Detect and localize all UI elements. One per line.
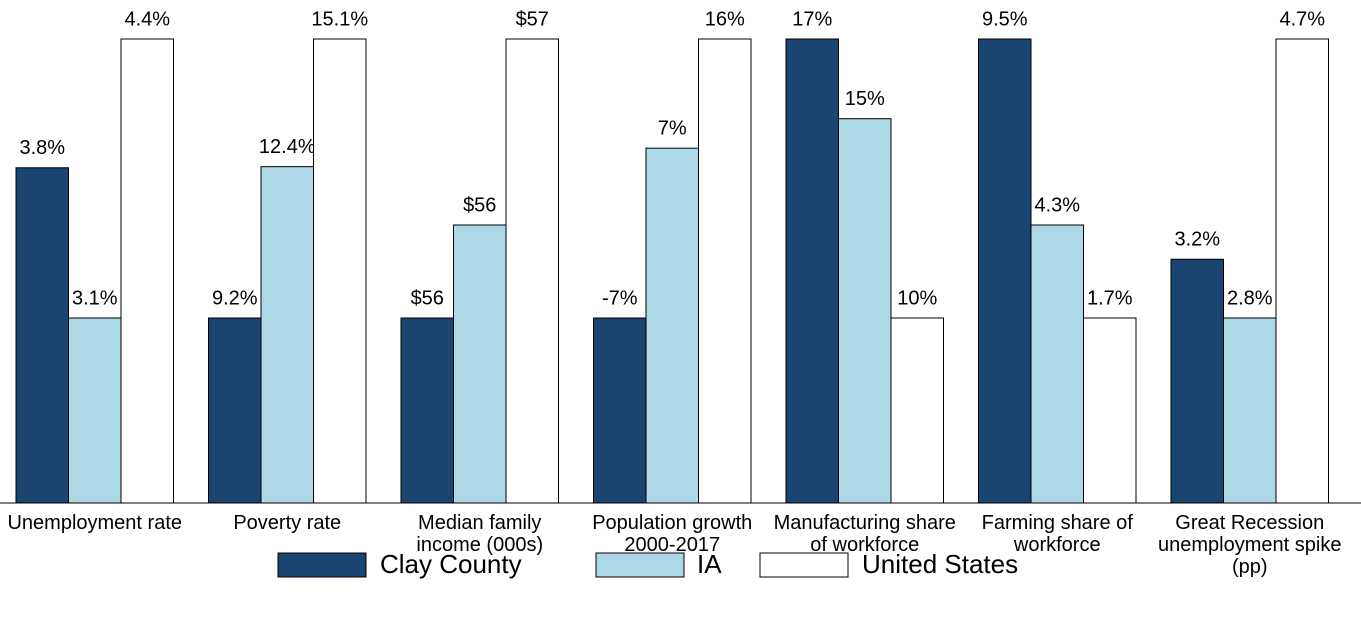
- bar: [593, 317, 647, 504]
- bar: [260, 166, 314, 504]
- legend-label: Clay County: [380, 549, 522, 579]
- value-label: 4.7%: [1279, 8, 1325, 30]
- legend-label: United States: [862, 549, 1018, 579]
- bar: [68, 317, 122, 504]
- x-tick-label: Population growth 2000-2017: [592, 512, 753, 556]
- value-label: $56: [411, 287, 444, 309]
- value-label: 15%: [845, 88, 885, 110]
- x-tick-label: Poverty rate: [233, 512, 342, 534]
- legend-label: IA: [697, 549, 722, 579]
- value-label: 7%: [658, 117, 687, 139]
- value-label: $56: [463, 194, 496, 216]
- bar: [1223, 317, 1277, 504]
- bar: [1275, 38, 1329, 504]
- value-label: 4.3%: [1034, 194, 1080, 216]
- bar: [313, 38, 367, 504]
- value-label: 1.7%: [1087, 287, 1133, 309]
- bar: [120, 38, 174, 504]
- bar: [890, 317, 944, 504]
- x-tick-label: Great Recession unemployment spike (pp): [1158, 512, 1342, 578]
- bar: [1170, 258, 1224, 504]
- value-label: 9.2%: [212, 287, 258, 309]
- bar: [453, 224, 507, 504]
- x-tick-label: Manufacturing share of workforce: [773, 512, 956, 556]
- bar: [698, 38, 752, 504]
- value-label: 10%: [897, 287, 937, 309]
- x-tick-label: Unemployment rate: [7, 512, 183, 534]
- legend-swatch: [759, 552, 849, 578]
- bar: [1030, 224, 1084, 504]
- value-label: 9.5%: [982, 8, 1028, 30]
- bar: [645, 147, 699, 504]
- value-label: 3.2%: [1174, 229, 1220, 251]
- bar: [785, 38, 839, 504]
- bar: [15, 167, 69, 504]
- value-label: 4.4%: [124, 8, 170, 30]
- x-tick-label: Median family income (000s): [416, 512, 544, 556]
- value-label: 17%: [792, 8, 832, 30]
- bar: [1083, 317, 1137, 504]
- value-label: 3.8%: [19, 137, 65, 159]
- value-label: 3.1%: [72, 287, 118, 309]
- bar: [978, 38, 1032, 504]
- value-label: 15.1%: [311, 8, 368, 30]
- value-label: 2.8%: [1227, 287, 1273, 309]
- value-label: 12.4%: [259, 136, 316, 158]
- legend-swatch: [277, 552, 367, 578]
- value-label: 16%: [705, 8, 745, 30]
- legend-swatch: [595, 552, 685, 578]
- bar: [838, 118, 892, 504]
- bar: [400, 317, 454, 504]
- value-label: $57: [516, 8, 549, 30]
- x-tick-label: Farming share of workforce: [981, 512, 1133, 556]
- bar: [208, 317, 262, 504]
- value-label: -7%: [602, 287, 638, 309]
- bar: [505, 38, 559, 504]
